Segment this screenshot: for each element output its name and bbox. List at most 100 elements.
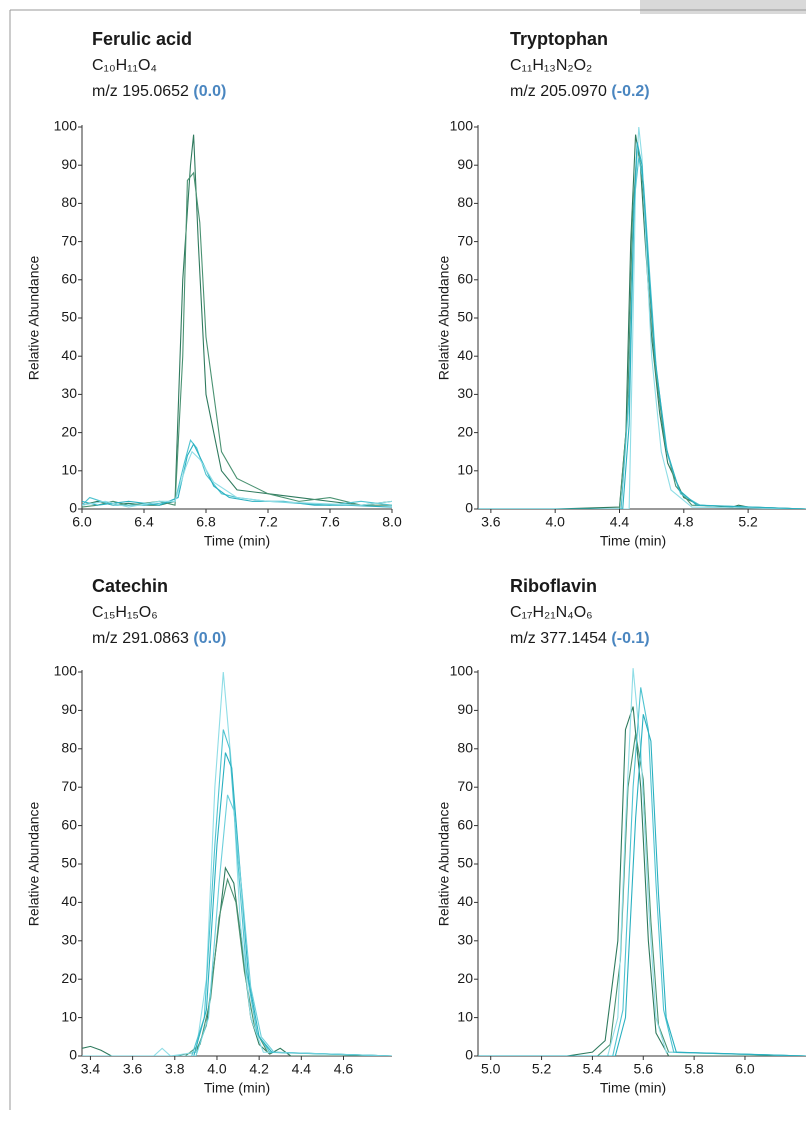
x-axis-label: Time (min) bbox=[204, 533, 270, 549]
x-tick-label: 5.2 bbox=[738, 514, 758, 530]
y-tick-label: 30 bbox=[61, 385, 77, 401]
y-tick-label: 10 bbox=[61, 462, 77, 478]
y-tick-label: 50 bbox=[457, 309, 473, 325]
x-tick-label: 4.4 bbox=[292, 1061, 312, 1077]
y-tick-label: 50 bbox=[457, 855, 473, 871]
x-tick-label: 5.8 bbox=[684, 1061, 704, 1077]
chart-title: Tryptophan bbox=[510, 29, 608, 49]
mz-line: m/z 195.0652 (0.0) bbox=[92, 83, 226, 100]
y-tick-label: 70 bbox=[457, 232, 473, 248]
chart-title: Riboflavin bbox=[510, 576, 597, 596]
mz-line: m/z 291.0863 (0.0) bbox=[92, 630, 226, 647]
chart-title: Ferulic acid bbox=[92, 29, 192, 49]
mz-value: m/z 205.0970 bbox=[510, 83, 607, 100]
y-tick-label: 40 bbox=[457, 893, 473, 909]
trace bbox=[478, 142, 806, 509]
y-tick-label: 20 bbox=[457, 423, 473, 439]
y-tick-label: 0 bbox=[69, 500, 77, 516]
trace bbox=[82, 671, 392, 1056]
trace bbox=[82, 866, 392, 1056]
trace bbox=[82, 134, 392, 506]
y-tick-label: 10 bbox=[61, 1008, 77, 1024]
y-tick-label: 50 bbox=[61, 855, 77, 871]
trace bbox=[478, 714, 806, 1056]
y-tick-label: 80 bbox=[61, 740, 77, 756]
y-tick-label: 90 bbox=[61, 701, 77, 717]
y-tick-label: 70 bbox=[457, 778, 473, 794]
x-tick-label: 4.4 bbox=[610, 514, 630, 530]
formula: C₁₁H₁₃N₂O₂ bbox=[510, 57, 592, 74]
formula: C₁₀H₁₁O₄ bbox=[92, 57, 157, 74]
trace bbox=[82, 450, 392, 508]
x-axis-label: Time (min) bbox=[204, 1080, 270, 1096]
mz-value: m/z 377.1454 bbox=[510, 630, 607, 647]
x-tick-label: 5.6 bbox=[634, 1061, 654, 1077]
trace bbox=[82, 171, 392, 508]
x-tick-label: 3.6 bbox=[123, 1061, 143, 1077]
y-tick-label: 80 bbox=[61, 194, 77, 210]
y-tick-label: 90 bbox=[61, 156, 77, 172]
y-tick-label: 40 bbox=[457, 347, 473, 363]
y-tick-label: 60 bbox=[457, 816, 473, 832]
y-tick-label: 10 bbox=[457, 462, 473, 478]
chart-panel: Tryptophan C₁₁H₁₃N₂O₂ m/z 205.0970 (-0.2) 0… bbox=[436, 29, 806, 549]
y-tick-label: 20 bbox=[457, 970, 473, 986]
trace bbox=[82, 442, 392, 508]
x-tick-label: 4.8 bbox=[674, 514, 694, 530]
trace bbox=[478, 706, 806, 1056]
y-tick-label: 0 bbox=[69, 1047, 77, 1063]
trace bbox=[478, 687, 806, 1056]
x-tick-label: 5.2 bbox=[532, 1061, 552, 1077]
y-tick-label: 60 bbox=[61, 271, 77, 287]
x-tick-label: 6.0 bbox=[72, 514, 92, 530]
y-tick-label: 100 bbox=[450, 118, 474, 134]
y-tick-label: 60 bbox=[61, 816, 77, 832]
y-tick-label: 70 bbox=[61, 778, 77, 794]
x-tick-label: 7.6 bbox=[320, 514, 340, 530]
x-tick-label: 3.8 bbox=[165, 1061, 185, 1077]
trace bbox=[478, 146, 806, 509]
y-tick-label: 90 bbox=[457, 701, 473, 717]
y-tick-label: 30 bbox=[61, 932, 77, 948]
trace bbox=[82, 794, 392, 1056]
y-tick-label: 90 bbox=[457, 156, 473, 172]
trace bbox=[478, 668, 806, 1056]
x-axis-label: Time (min) bbox=[600, 533, 666, 549]
y-axis-label: Relative Abundance bbox=[436, 802, 452, 927]
y-tick-label: 0 bbox=[465, 1047, 473, 1063]
y-axis-label: Relative Abundance bbox=[26, 256, 42, 381]
y-tick-label: 80 bbox=[457, 740, 473, 756]
mz-value: m/z 195.0652 bbox=[92, 83, 189, 100]
corner-tab bbox=[640, 0, 806, 14]
x-tick-label: 3.4 bbox=[81, 1061, 101, 1077]
y-tick-label: 10 bbox=[457, 1008, 473, 1024]
x-tick-label: 7.2 bbox=[258, 514, 278, 530]
y-axis-label: Relative Abundance bbox=[26, 802, 42, 927]
y-tick-label: 50 bbox=[61, 309, 77, 325]
formula: C₁₅H₁₅O₆ bbox=[92, 604, 158, 621]
y-tick-label: 100 bbox=[54, 663, 78, 679]
x-tick-label: 4.6 bbox=[334, 1061, 354, 1077]
mz-line: m/z 205.0970 (-0.2) bbox=[510, 83, 650, 100]
x-tick-label: 3.6 bbox=[481, 514, 501, 530]
y-tick-label: 20 bbox=[61, 423, 77, 439]
x-tick-label: 4.0 bbox=[545, 514, 565, 530]
mass-error: (-0.1) bbox=[611, 630, 649, 647]
trace bbox=[82, 752, 392, 1056]
trace bbox=[478, 134, 806, 509]
y-tick-label: 40 bbox=[61, 893, 77, 909]
chart-title: Catechin bbox=[92, 576, 168, 596]
y-tick-label: 80 bbox=[457, 194, 473, 210]
chart-panel: Ferulic acid C₁₀H₁₁O₄ m/z 195.0652 (0.0) 0 1… bbox=[26, 29, 402, 549]
y-tick-label: 0 bbox=[465, 500, 473, 516]
x-tick-label: 4.2 bbox=[249, 1061, 269, 1077]
mass-error: (-0.2) bbox=[611, 83, 649, 100]
y-tick-label: 70 bbox=[61, 232, 77, 248]
y-tick-label: 40 bbox=[61, 347, 77, 363]
x-tick-label: 4.0 bbox=[207, 1061, 227, 1077]
chart-panel: Catechin C₁₅H₁₅O₆ m/z 291.0863 (0.0) 0 10 20 3… bbox=[26, 576, 392, 1096]
y-tick-label: 30 bbox=[457, 932, 473, 948]
y-tick-label: 30 bbox=[457, 385, 473, 401]
mz-line: m/z 377.1454 (-0.1) bbox=[510, 630, 650, 647]
